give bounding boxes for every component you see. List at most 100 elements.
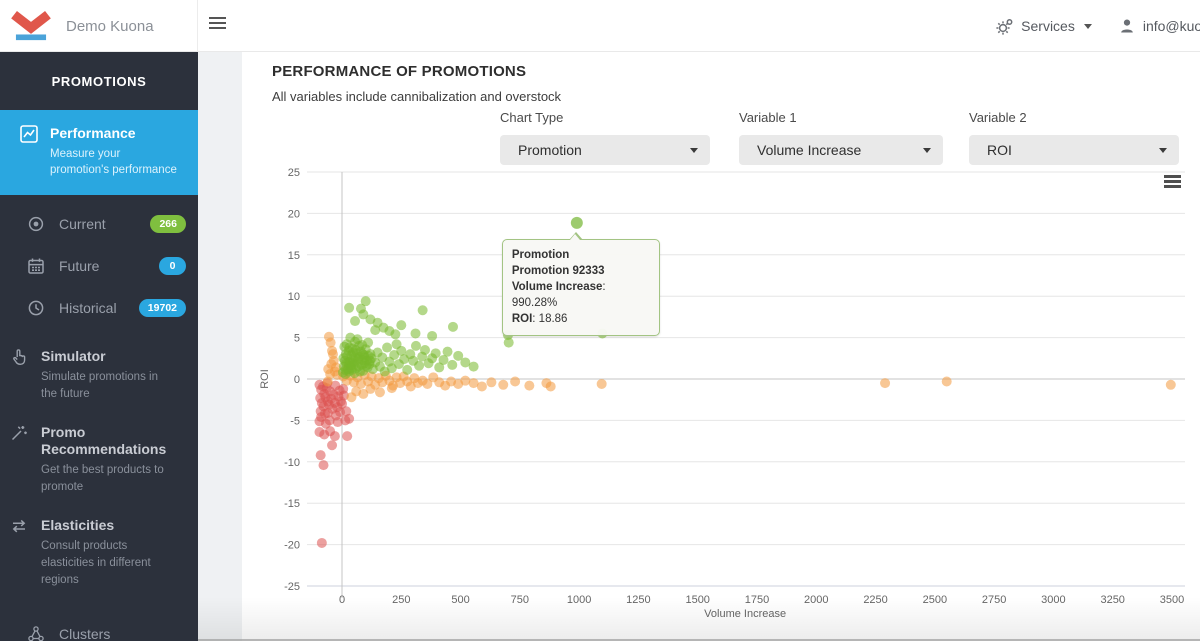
chart-type-select[interactable]: Promotion <box>500 135 710 165</box>
scatter-point-near-zero-roi[interactable] <box>596 378 607 389</box>
scatter-point-positive-roi[interactable] <box>390 329 401 340</box>
scatter-point-positive-roi[interactable] <box>396 320 407 331</box>
page-subtitle: All variables include cannibalization an… <box>272 89 562 104</box>
scatter-point-positive-roi[interactable] <box>438 354 449 365</box>
scatter-point-negative-roi[interactable] <box>337 398 347 409</box>
scatter-point-near-zero-roi[interactable] <box>328 355 339 366</box>
x-tick-label: 3500 <box>1160 594 1184 606</box>
window-bottom-edge <box>0 639 1200 641</box>
scatter-point-negative-roi[interactable] <box>330 380 341 391</box>
scatter-point-near-zero-roi[interactable] <box>1165 379 1176 390</box>
x-axis-title: Volume Increase <box>704 608 786 620</box>
scatter-point-positive-roi[interactable] <box>419 345 430 356</box>
scatter-point-near-zero-roi[interactable] <box>941 376 952 387</box>
sidebar-item-current[interactable]: Current 266 <box>0 203 198 245</box>
x-tick-label: 250 <box>392 594 410 606</box>
scatter-point-near-zero-roi[interactable] <box>468 378 479 389</box>
scatter-point-near-zero-roi[interactable] <box>498 379 509 390</box>
scatter-point-near-zero-roi[interactable] <box>386 383 397 394</box>
scatter-point-negative-roi[interactable] <box>327 440 338 451</box>
scatter-point-negative-roi[interactable] <box>344 413 355 424</box>
kuona-logo-icon <box>11 10 51 41</box>
scatter-point-positive-roi[interactable] <box>427 330 438 341</box>
scatter-point-positive-roi[interactable] <box>503 337 514 348</box>
sidebar-item-simulator[interactable]: Simulator Simulate promotions in the fut… <box>0 329 198 405</box>
chevron-down-icon <box>923 147 931 153</box>
scatter-point-negative-roi[interactable] <box>332 417 343 428</box>
scatter-point-positive-roi[interactable] <box>417 305 428 316</box>
services-menu[interactable]: Services <box>996 17 1092 35</box>
sidebar-item-future[interactable]: Future 0 <box>0 245 198 287</box>
scatter-point-positive-roi[interactable] <box>357 349 368 360</box>
scatter-point-near-zero-roi[interactable] <box>524 380 535 391</box>
scatter-point-near-zero-roi[interactable] <box>358 388 369 399</box>
menu-toggle-icon[interactable] <box>209 17 226 32</box>
calendar-icon <box>28 258 44 274</box>
scatter-point-positive-roi[interactable] <box>382 342 393 353</box>
chevron-down-icon <box>1159 147 1167 153</box>
scatter-point-positive-roi[interactable] <box>430 348 441 359</box>
scatter-point-near-zero-roi[interactable] <box>510 376 521 387</box>
clusters-icon <box>28 626 44 641</box>
sidebar-item-historical[interactable]: Historical 19702 <box>0 287 198 329</box>
scatter-point-negative-roi[interactable] <box>338 383 349 394</box>
scatter-point-positive-roi[interactable] <box>344 302 355 313</box>
scatter-point-positive-roi[interactable] <box>340 364 351 375</box>
scatter-point-positive-roi[interactable] <box>434 362 445 373</box>
scatter-point-positive-roi[interactable] <box>378 322 389 333</box>
scatter-point-positive-roi[interactable] <box>460 357 471 368</box>
sidebar-item-label: Current <box>59 216 106 232</box>
scatter-point-positive-roi[interactable] <box>410 340 421 351</box>
scatter-point-negative-roi[interactable] <box>314 416 325 427</box>
scatter-point-near-zero-roi[interactable] <box>374 387 385 398</box>
variable2-select[interactable]: ROI <box>969 135 1179 165</box>
sidebar-item-performance[interactable]: Performance Measure your promotion's per… <box>0 110 198 195</box>
scatter-point-near-zero-roi[interactable] <box>365 383 376 394</box>
scatter-point-near-zero-roi[interactable] <box>422 378 433 389</box>
scatter-point-positive-roi[interactable] <box>363 337 374 348</box>
scatter-point-positive-roi[interactable] <box>402 364 413 375</box>
variable1-select[interactable]: Volume Increase <box>739 135 943 165</box>
scatter-point-positive-roi[interactable] <box>414 360 425 371</box>
scatter-point-positive-roi[interactable] <box>350 316 361 327</box>
sidebar-item-elasticities[interactable]: Elasticities Consult products elasticiti… <box>0 498 198 591</box>
sidebar-item-label: Simulator <box>41 348 106 364</box>
y-axis-title: ROI <box>259 369 271 389</box>
scatter-point-positive-roi[interactable] <box>344 342 355 353</box>
scatter-point-negative-roi[interactable] <box>342 431 353 442</box>
scatter-point-negative-roi[interactable] <box>329 431 340 442</box>
y-tick-label: -25 <box>284 581 300 593</box>
scatter-point-positive-roi[interactable] <box>447 359 458 370</box>
scatter-point-highlighted[interactable] <box>570 216 583 229</box>
chart-export-menu-icon[interactable] <box>1164 175 1181 191</box>
sidebar-item-description: Get the best products to promote <box>41 464 164 493</box>
content-gutter <box>198 52 242 641</box>
scatter-point-near-zero-roi[interactable] <box>545 381 556 392</box>
scatter-point-near-zero-roi[interactable] <box>322 376 333 387</box>
scatter-point-near-zero-roi[interactable] <box>880 378 891 389</box>
scatter-point-near-zero-roi[interactable] <box>460 375 471 386</box>
scatter-point-positive-roi[interactable] <box>396 345 407 356</box>
scatter-point-near-zero-roi[interactable] <box>325 337 336 348</box>
scatter-point-positive-roi[interactable] <box>360 296 371 307</box>
sidebar-item-promo-recommendations[interactable]: Promo Recommendations Get the best produ… <box>0 405 198 498</box>
brand-name: Demo Kuona <box>66 17 154 35</box>
user-icon <box>1121 19 1133 33</box>
scatter-point-positive-roi[interactable] <box>442 346 453 357</box>
chart-type-label: Chart Type <box>500 110 564 125</box>
scatter-point-positive-roi[interactable] <box>453 350 464 361</box>
scatter-point-positive-roi[interactable] <box>447 321 458 332</box>
scatter-point-positive-roi[interactable] <box>370 325 381 336</box>
scatter-point-negative-roi[interactable] <box>316 537 327 548</box>
scatter-point-positive-roi[interactable] <box>410 328 421 339</box>
scatter-point-positive-roi[interactable] <box>358 309 369 320</box>
scatter-point-near-zero-roi[interactable] <box>346 392 357 403</box>
scatter-point-positive-roi[interactable] <box>468 361 479 372</box>
scatter-point-near-zero-roi[interactable] <box>486 377 497 388</box>
user-account[interactable]: info@kuon <box>1118 17 1200 35</box>
scatter-point-negative-roi[interactable] <box>318 460 329 471</box>
scatter-point-negative-roi[interactable] <box>315 450 326 461</box>
sidebar-item-clusters[interactable]: Clusters <box>0 613 198 641</box>
scatter-point-near-zero-roi[interactable] <box>476 381 487 392</box>
scatter-point-positive-roi[interactable] <box>354 340 365 351</box>
